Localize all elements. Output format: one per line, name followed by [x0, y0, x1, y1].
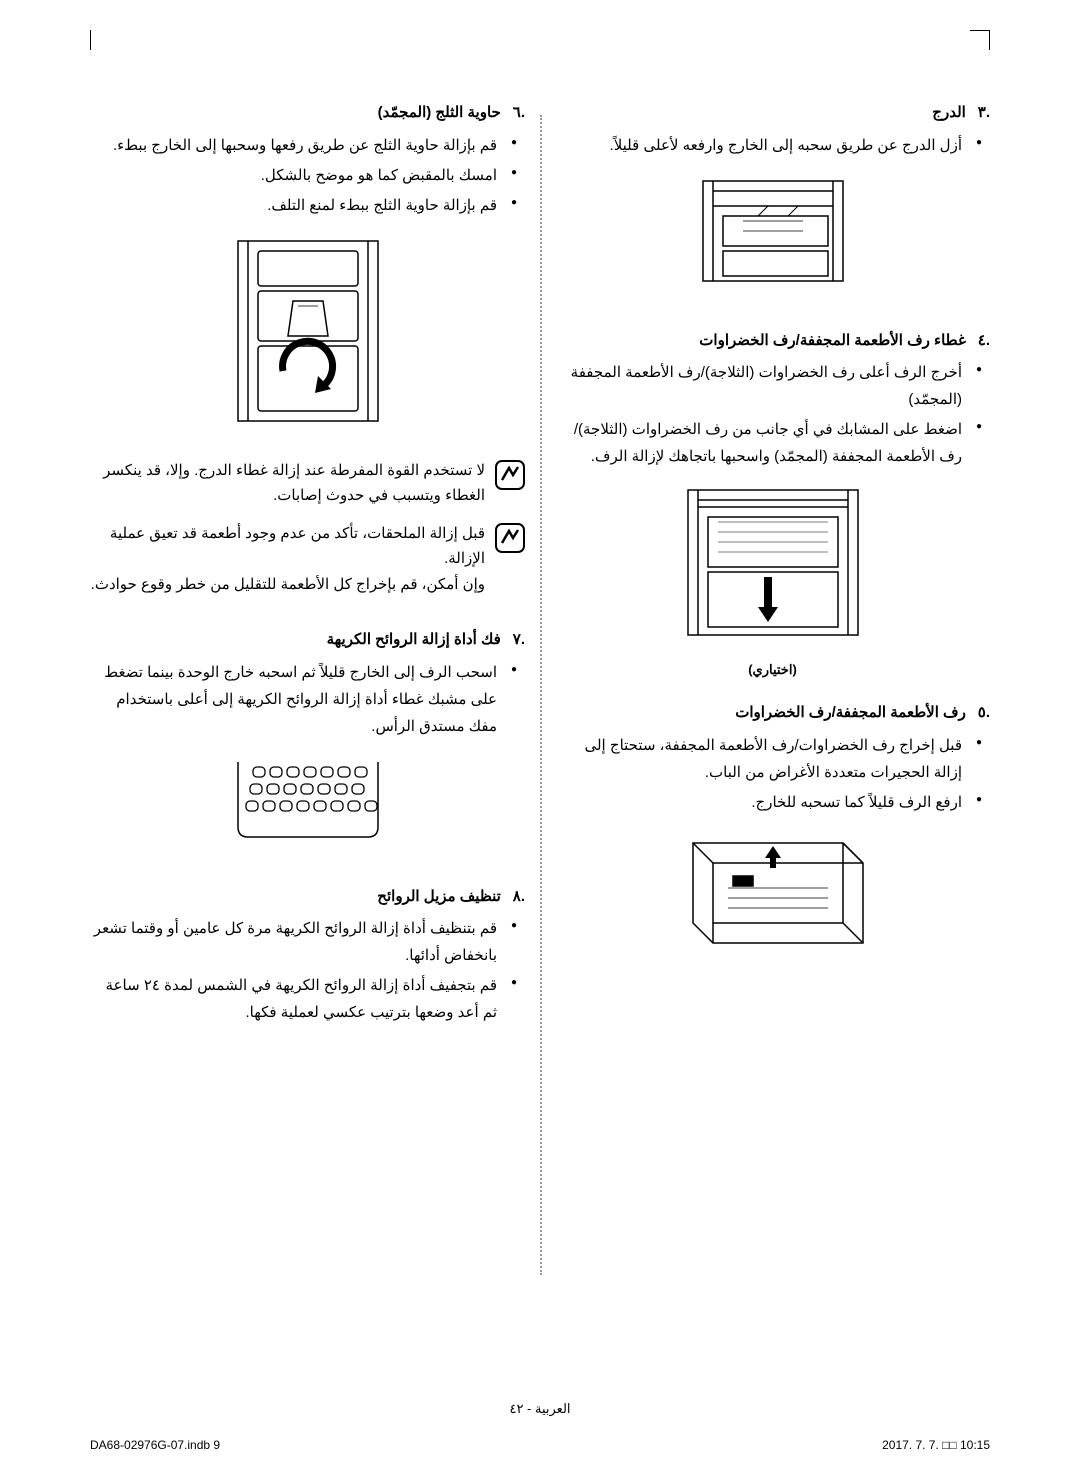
section-title: غطاء رف الأطعمة المجففة/رف الخضراوات [699, 332, 966, 349]
section-7-heading: .٧ فك أداة إزالة الروائح الكريهة [90, 627, 525, 653]
meta-filename: DA68-02976G-07.indb 9 [90, 1438, 220, 1452]
section-number: .٥ [970, 700, 990, 726]
section-4-heading: .٤ غطاء رف الأطعمة المجففة/رف الخضراوات [555, 328, 990, 354]
section-number: .٨ [505, 884, 525, 910]
section-6-heading: .٦ حاوية الثلج (المجمّد) [90, 100, 525, 126]
section-title: الدرج [932, 104, 966, 121]
meta-datetime: 2017. 7. 7. □□ 10:15 [882, 1438, 990, 1452]
section-number: .٣ [970, 100, 990, 126]
figure-drawer [555, 171, 990, 306]
caution-note-1: لا تستخدم القوة المفرطة عند إزالة غطاء ا… [90, 458, 525, 509]
section-5-heading: .٥ رف الأطعمة المجففة/رف الخضراوات [555, 700, 990, 726]
bullet-text: اسحب الرف إلى الخارج قليلاً ثم اسحبه خار… [90, 659, 525, 740]
caution-note-2: قبل إزالة الملحقات، تأكد من عدم وجود أطع… [90, 521, 525, 598]
crop-mark-tr [970, 30, 990, 50]
section-number: .٦ [505, 100, 525, 126]
note-text: قبل إزالة الملحقات، تأكد من عدم وجود أطع… [90, 521, 485, 598]
bullet-text: قم بتجفيف أداة إزالة الروائح الكريهة في … [90, 972, 525, 1026]
bullet-text: أزل الدرج عن طريق سحبه إلى الخارج وارفعه… [555, 132, 990, 159]
figure-shelf-cover: (اختياري) [555, 482, 990, 678]
caution-icon [495, 460, 525, 490]
section-title: رف الأطعمة المجففة/رف الخضراوات [735, 704, 966, 721]
page-footer: العربية - ٤٢ [0, 1401, 1080, 1417]
bullet-text: اضغط على المشابك في أي جانب من رف الخضرا… [555, 416, 990, 470]
figure-deodorizer [90, 752, 525, 852]
column-divider [540, 115, 542, 1275]
section-number: .٤ [970, 328, 990, 354]
section-title: حاوية الثلج (المجمّد) [378, 104, 501, 121]
caution-icon [495, 523, 525, 553]
crop-mark-tl [90, 30, 91, 50]
section-number: .٧ [505, 627, 525, 653]
bullet-text: قم بإزالة حاوية الثلج ببطء لمنع التلف. [90, 192, 525, 219]
bullet-text: امسك بالمقبض كما هو موضح بالشكل. [90, 162, 525, 189]
figure-ice-bucket [90, 231, 525, 436]
bullet-text: أخرج الرف أعلى رف الخضراوات (الثلاجة)/رف… [555, 359, 990, 413]
section-3-heading: .٣ الدرج [555, 100, 990, 126]
left-column: .٦ حاوية الثلج (المجمّد) قم بإزالة حاوية… [90, 100, 525, 1280]
bullet-text: ارفع الرف قليلاً كما تسحبه للخارج. [555, 789, 990, 816]
section-8-heading: .٨ تنظيف مزيل الروائح [90, 884, 525, 910]
note-text: لا تستخدم القوة المفرطة عند إزالة غطاء ا… [90, 458, 485, 509]
figure-shelf-pull [555, 828, 990, 963]
figure-caption: (اختياري) [555, 662, 990, 678]
right-column: .٣ الدرج أزل الدرج عن طريق سحبه إلى الخا… [555, 100, 990, 1280]
section-title: تنظيف مزيل الروائح [377, 888, 501, 905]
bullet-text: قم بتنظيف أداة إزالة الروائح الكريهة مرة… [90, 915, 525, 969]
document-meta: DA68-02976G-07.indb 9 2017. 7. 7. □□ 10:… [90, 1438, 990, 1452]
bullet-text: قبل إخراج رف الخضراوات/رف الأطعمة المجفف… [555, 732, 990, 786]
bullet-text: قم بإزالة حاوية الثلج عن طريق رفعها وسحب… [90, 132, 525, 159]
section-title: فك أداة إزالة الروائح الكريهة [327, 631, 501, 648]
